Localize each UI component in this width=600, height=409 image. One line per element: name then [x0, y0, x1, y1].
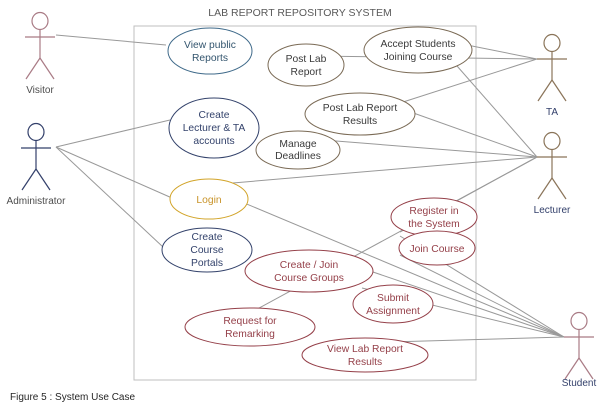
- svg-text:Portals: Portals: [191, 258, 223, 269]
- svg-text:Assignment: Assignment: [366, 306, 420, 317]
- svg-text:Create / Join: Create / Join: [280, 260, 339, 271]
- svg-text:Manage: Manage: [279, 139, 316, 150]
- svg-text:Post Lab Report: Post Lab Report: [323, 103, 398, 114]
- svg-text:accounts: accounts: [193, 136, 234, 147]
- svg-text:LAB REPORT REPOSITORY SYSTEM: LAB REPORT REPOSITORY SYSTEM: [208, 7, 391, 19]
- svg-text:Report: Report: [291, 67, 322, 78]
- svg-text:Visitor: Visitor: [26, 85, 54, 96]
- svg-text:Accept Students: Accept Students: [381, 39, 456, 50]
- svg-text:Course Groups: Course Groups: [274, 273, 344, 284]
- svg-text:Administrator: Administrator: [7, 196, 67, 207]
- svg-text:Figure 5 : System Use Case: Figure 5 : System Use Case: [10, 392, 135, 403]
- svg-text:Results: Results: [348, 357, 382, 368]
- svg-text:TA: TA: [546, 107, 558, 118]
- svg-text:Create: Create: [192, 232, 223, 243]
- svg-text:Results: Results: [343, 116, 377, 127]
- svg-text:View public: View public: [184, 40, 236, 51]
- svg-text:Submit: Submit: [377, 293, 409, 304]
- svg-text:the System: the System: [408, 219, 460, 230]
- svg-text:Deadlines: Deadlines: [275, 151, 321, 162]
- svg-text:Create: Create: [199, 110, 230, 121]
- svg-text:Lecturer: Lecturer: [534, 205, 571, 216]
- svg-text:Login: Login: [196, 195, 221, 206]
- svg-text:Register in: Register in: [409, 206, 458, 217]
- svg-text:Post Lab: Post Lab: [286, 54, 327, 65]
- svg-text:Remarking: Remarking: [225, 329, 275, 340]
- svg-text:Joining Course: Joining Course: [384, 52, 453, 63]
- svg-text:Course: Course: [190, 245, 223, 256]
- svg-text:Lecturer & TA: Lecturer & TA: [183, 123, 246, 134]
- svg-text:Request for: Request for: [223, 316, 277, 327]
- svg-text:View Lab Report: View Lab Report: [327, 344, 403, 355]
- svg-text:Student: Student: [562, 378, 597, 389]
- svg-text:Join Course: Join Course: [410, 244, 465, 255]
- svg-text:Reports: Reports: [192, 53, 228, 64]
